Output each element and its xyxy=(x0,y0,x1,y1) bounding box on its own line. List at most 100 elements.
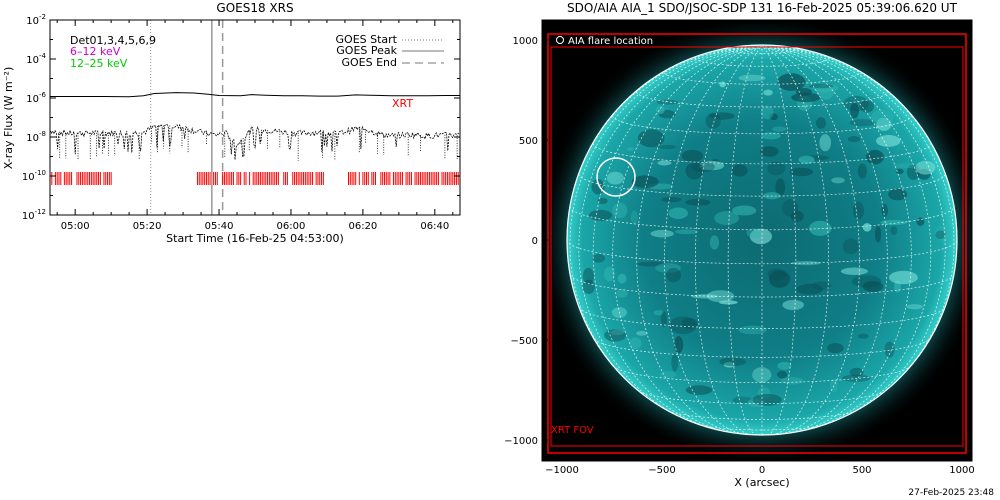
active-region-blob xyxy=(893,163,918,169)
active-region-blob xyxy=(827,343,844,354)
goes-x-axis: 05:00 05:20 05:40 06:00 06:20 06:40 xyxy=(56,20,454,232)
active-region-blob xyxy=(656,99,679,105)
active-region-blob xyxy=(630,210,639,224)
active-region-blob xyxy=(850,102,860,119)
active-region-blob xyxy=(731,164,748,177)
active-region-blob xyxy=(763,89,773,96)
active-region-blob xyxy=(808,220,832,236)
active-region-blob xyxy=(732,396,753,404)
xrt-fov-outer xyxy=(547,33,967,454)
active-region-blob xyxy=(840,267,868,275)
active-region-blob xyxy=(752,393,782,406)
aia-y-tick-label-2: 0 xyxy=(532,236,538,247)
active-region-blob xyxy=(811,281,832,290)
active-region-blob xyxy=(876,134,901,147)
xrt-fov-inner xyxy=(550,46,964,447)
longitude-line xyxy=(761,46,957,241)
active-region-blob xyxy=(934,225,954,242)
active-region-blob xyxy=(666,268,681,283)
active-region-blob xyxy=(685,199,711,206)
active-region-blob xyxy=(691,294,718,299)
active-region-blob xyxy=(847,135,861,143)
active-region-blob xyxy=(681,318,698,329)
legend-flare-location: AIA flare location xyxy=(568,36,653,47)
active-region-blob xyxy=(777,73,806,91)
active-region-blob xyxy=(603,266,616,282)
longitude-line xyxy=(569,46,763,400)
aia-y-axis: 1000 500 0 −500 −1000 xyxy=(504,36,548,447)
active-region-blob xyxy=(659,370,676,379)
longitude-line xyxy=(727,46,763,435)
active-region-blob xyxy=(719,81,726,88)
active-region-blob xyxy=(916,217,925,226)
active-region-blob xyxy=(915,160,936,175)
active-region-blob xyxy=(842,238,859,255)
legend-goes-start: GOES Start xyxy=(336,33,398,46)
aia-image-title: SDO/AIA AIA_1 SDO/JSOC-SDP 131 16-Feb-20… xyxy=(567,1,958,15)
active-region-blob xyxy=(592,254,606,263)
y-tick-label-3: 10-8 xyxy=(26,130,46,144)
longitude-line xyxy=(567,46,763,241)
active-region-blob xyxy=(905,304,923,310)
active-region-blob xyxy=(795,87,813,96)
legend-circle-icon xyxy=(556,36,564,44)
aia-x-axis: −1000 −500 0 500 1000 xyxy=(545,455,975,476)
goes-chart-title: GOES18 XRS xyxy=(216,1,293,15)
active-region-blob xyxy=(597,197,608,205)
y-tick-label-4: 10-10 xyxy=(22,169,46,183)
active-region-blob xyxy=(780,377,804,385)
active-region-blob xyxy=(709,112,735,120)
xrt-coverage xyxy=(49,172,461,185)
active-region-blob xyxy=(610,329,625,336)
active-region-blob xyxy=(653,309,665,316)
active-region-blob xyxy=(723,361,736,368)
longitude-line xyxy=(761,46,932,431)
aia-y-tick-label-3: −500 xyxy=(511,336,538,347)
legend-6-12kev: 6–12 keV xyxy=(70,45,121,58)
latitude-line xyxy=(593,338,931,358)
active-region-blob xyxy=(650,229,674,238)
x-tick-label-2: 05:40 xyxy=(205,221,234,232)
aia-y-tick-label-0: 1000 xyxy=(513,36,538,47)
active-region-blob xyxy=(612,202,628,219)
active-region-blob xyxy=(681,149,704,163)
active-region-blob xyxy=(582,267,594,285)
active-region-blob xyxy=(888,188,908,201)
active-region-blob xyxy=(859,100,875,113)
active-region-blob xyxy=(876,117,892,131)
active-region-blob xyxy=(776,370,788,379)
active-region-blob xyxy=(738,325,767,335)
active-region-blob xyxy=(660,311,668,327)
longitude-line xyxy=(761,46,912,433)
aia-y-tick-label-4: −1000 xyxy=(504,436,538,447)
active-region-blob xyxy=(747,398,766,408)
active-region-blob xyxy=(760,105,774,120)
longitude-line xyxy=(761,46,830,435)
active-region-blob xyxy=(760,146,779,157)
longitude-line xyxy=(761,46,797,435)
active-region-blob xyxy=(668,207,689,219)
active-region-blob xyxy=(888,270,918,285)
active-region-blob xyxy=(815,117,827,129)
active-region-blob xyxy=(791,261,821,266)
y-tick-label-1: 10-4 xyxy=(26,52,46,66)
latitude-line xyxy=(638,390,886,404)
active-region-blob xyxy=(760,132,781,140)
aia-y-tick-label-1: 500 xyxy=(519,136,538,147)
active-region-blob xyxy=(852,201,865,220)
active-region-blob xyxy=(582,279,595,294)
active-region-blob xyxy=(655,263,681,273)
latitude-line xyxy=(664,72,860,85)
latitude-line xyxy=(567,239,957,265)
active-region-blob xyxy=(808,84,834,89)
goes-event-legend: GOES Start GOES Peak GOES End xyxy=(336,33,444,69)
active-region-blob xyxy=(884,341,895,358)
active-region-blob xyxy=(881,204,889,217)
active-region-blob xyxy=(657,160,672,166)
latitude-line xyxy=(636,91,888,108)
active-region-blob xyxy=(719,357,747,367)
aia-x-tick-label-1: −500 xyxy=(648,465,675,476)
active-region-blob xyxy=(746,228,763,239)
longitude-line xyxy=(761,46,946,424)
active-region-blob xyxy=(757,386,771,399)
